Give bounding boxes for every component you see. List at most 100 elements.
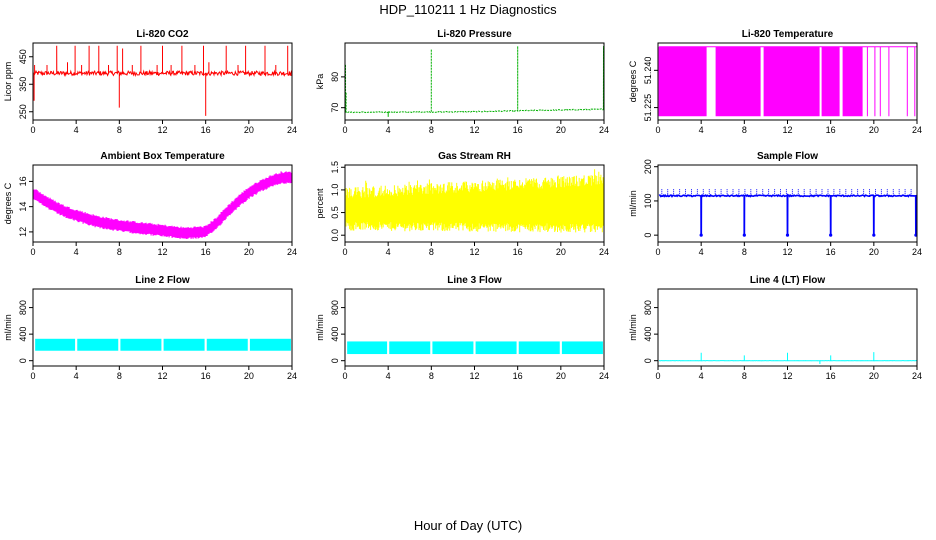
series-1 (345, 46, 604, 117)
series-fill (658, 46, 916, 117)
chart-title: Li-820 Pressure (437, 29, 512, 40)
series-1 (658, 352, 918, 364)
dip-point-1 (699, 233, 703, 237)
x-tick-label: 24 (287, 125, 297, 135)
y-tick-label: 400 (643, 327, 653, 342)
y-axis-label: ml/min (628, 314, 638, 341)
y-tick-label: 0.5 (330, 206, 340, 219)
x-tick-label: 12 (157, 371, 167, 381)
x-axis: 0 4 8 12 16 20 24 (342, 120, 609, 135)
x-tick-label: 16 (826, 247, 836, 257)
x-tick-label: 12 (469, 125, 479, 135)
chart-title: Li-820 CO2 (136, 29, 189, 40)
chart-title: Ambient Box Temperature (100, 151, 225, 162)
chart-title: Gas Stream RH (438, 151, 511, 162)
chart-panel-5: Gas Stream RH percent 0 4 8 12 16 20 24 0.0 0.5 1.0… (315, 151, 609, 257)
x-axis: 0 4 8 12 16 20 24 (655, 120, 922, 135)
series-1 (347, 341, 603, 355)
x-tick-label: 24 (912, 247, 922, 257)
y-axis-label: ml/min (3, 314, 13, 341)
x-tick-label: 16 (201, 371, 211, 381)
series-1 (658, 188, 918, 237)
series-1 (658, 46, 917, 117)
x-tick-label: 4 (386, 247, 391, 257)
y-tick-label: 250 (18, 104, 28, 119)
x-tick-label: 20 (869, 247, 879, 257)
x-tick-label: 4 (699, 371, 704, 381)
x-tick-label: 16 (201, 125, 211, 135)
flow-block-4 (475, 341, 517, 355)
y-tick-label: 800 (643, 300, 653, 315)
flow-block-1 (347, 341, 388, 355)
y-tick-label: 51.240 (643, 57, 653, 85)
series-1 (33, 45, 293, 116)
x-tick-label: 12 (782, 125, 792, 135)
y-axis: 0 400 800 (18, 300, 33, 363)
flow-block-3 (432, 341, 474, 355)
y-tick-label: 800 (330, 300, 340, 315)
series-1 (345, 169, 605, 233)
x-tick-label: 12 (782, 247, 792, 257)
dip-point-3 (785, 233, 790, 237)
x-tick-label: 4 (699, 125, 704, 135)
x-tick-label: 0 (655, 371, 660, 381)
dip-point-2 (742, 233, 746, 237)
flow-block-4 (163, 338, 205, 351)
x-tick-label: 20 (556, 247, 566, 257)
x-tick-label: 16 (513, 247, 523, 257)
flow-block-5 (206, 338, 248, 351)
y-axis-label: Licor ppm (3, 62, 13, 102)
x-tick-label: 4 (386, 371, 391, 381)
x-axis-title: Hour of Day (UTC) (413, 518, 523, 533)
x-tick-label: 12 (157, 125, 167, 135)
x-tick-label: 8 (117, 371, 122, 381)
flow-block-5 (518, 341, 560, 355)
x-tick-label: 0 (342, 247, 347, 257)
x-tick-label: 24 (287, 247, 297, 257)
y-tick-label: 12 (18, 227, 28, 237)
y-tick-label: 80 (330, 72, 340, 82)
figure-title: HDP_110211 1 Hz Diagnostics (379, 2, 557, 17)
y-axis-label: degrees C (628, 60, 638, 102)
y-tick-label: 14 (18, 202, 28, 212)
series-line (345, 46, 604, 117)
y-tick-label: 800 (18, 300, 28, 315)
x-tick-label: 20 (556, 371, 566, 381)
x-tick-label: 4 (699, 247, 704, 257)
y-axis-label: ml/min (315, 314, 325, 341)
y-tick-label: 0 (18, 358, 28, 363)
x-axis: 0 4 8 12 16 20 24 (30, 366, 297, 381)
dip-point-4 (829, 233, 833, 237)
y-tick-label: 400 (18, 327, 28, 342)
x-tick-label: 8 (742, 125, 747, 135)
y-tick-label: 200 (643, 159, 653, 174)
x-tick-label: 8 (429, 371, 434, 381)
y-tick-label: 70 (330, 103, 340, 113)
series-1 (33, 171, 292, 239)
y-tick-label: 51.225 (643, 94, 653, 122)
y-tick-label: 0.0 (330, 229, 340, 242)
x-tick-label: 16 (513, 125, 523, 135)
x-tick-label: 20 (556, 125, 566, 135)
y-tick-label: 450 (18, 49, 28, 64)
flow-block-6 (561, 341, 603, 355)
y-tick-label: 100 (643, 193, 653, 208)
y-tick-label: 350 (18, 77, 28, 92)
x-tick-label: 4 (74, 247, 79, 257)
series-line (658, 192, 918, 236)
x-tick-label: 0 (342, 371, 347, 381)
x-tick-label: 16 (513, 371, 523, 381)
y-axis: 51.225 51.240 (643, 57, 658, 122)
x-tick-label: 24 (912, 125, 922, 135)
flow-block-1 (35, 338, 76, 351)
chart-panel-4: Ambient Box Temperature degrees C 0 4 8 12 16 2… (3, 151, 297, 257)
x-tick-label: 0 (30, 247, 35, 257)
y-tick-label: 0 (643, 233, 653, 238)
y-axis-label: degrees C (3, 182, 13, 224)
y-axis: 250 350 450 (18, 49, 33, 119)
y-axis: 12 14 16 (18, 176, 33, 237)
x-tick-label: 4 (74, 125, 79, 135)
dip-point-5 (872, 233, 876, 237)
x-tick-label: 0 (30, 371, 35, 381)
x-tick-label: 8 (742, 247, 747, 257)
